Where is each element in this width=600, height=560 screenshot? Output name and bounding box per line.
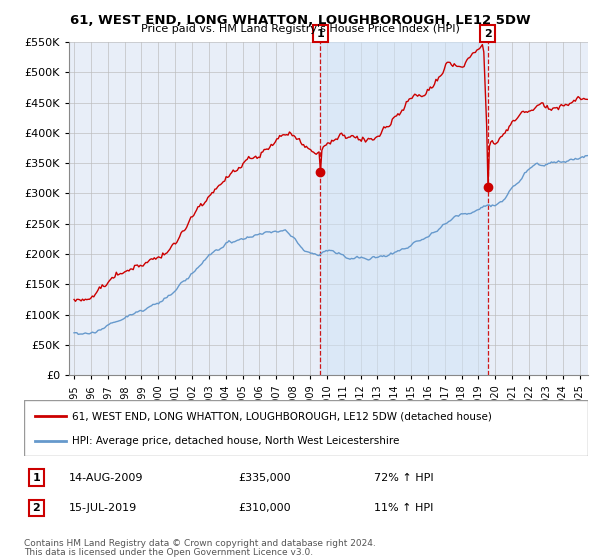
Text: 1: 1 bbox=[317, 29, 324, 39]
Text: Contains HM Land Registry data © Crown copyright and database right 2024.: Contains HM Land Registry data © Crown c… bbox=[24, 539, 376, 548]
Text: 1: 1 bbox=[32, 473, 40, 483]
Text: This data is licensed under the Open Government Licence v3.0.: This data is licensed under the Open Gov… bbox=[24, 548, 313, 557]
Text: 61, WEST END, LONG WHATTON, LOUGHBOROUGH, LE12 5DW: 61, WEST END, LONG WHATTON, LOUGHBOROUGH… bbox=[70, 14, 530, 27]
Text: HPI: Average price, detached house, North West Leicestershire: HPI: Average price, detached house, Nort… bbox=[72, 436, 400, 446]
Text: 15-JUL-2019: 15-JUL-2019 bbox=[69, 503, 137, 513]
Text: 14-AUG-2009: 14-AUG-2009 bbox=[69, 473, 143, 483]
Text: 72% ↑ HPI: 72% ↑ HPI bbox=[374, 473, 433, 483]
Text: 2: 2 bbox=[484, 29, 491, 39]
Text: £335,000: £335,000 bbox=[238, 473, 291, 483]
FancyBboxPatch shape bbox=[24, 400, 588, 456]
Text: 2: 2 bbox=[32, 503, 40, 513]
Text: Price paid vs. HM Land Registry's House Price Index (HPI): Price paid vs. HM Land Registry's House … bbox=[140, 24, 460, 34]
Text: 61, WEST END, LONG WHATTON, LOUGHBOROUGH, LE12 5DW (detached house): 61, WEST END, LONG WHATTON, LOUGHBOROUGH… bbox=[72, 411, 492, 421]
Text: 11% ↑ HPI: 11% ↑ HPI bbox=[374, 503, 433, 513]
Text: £310,000: £310,000 bbox=[238, 503, 291, 513]
